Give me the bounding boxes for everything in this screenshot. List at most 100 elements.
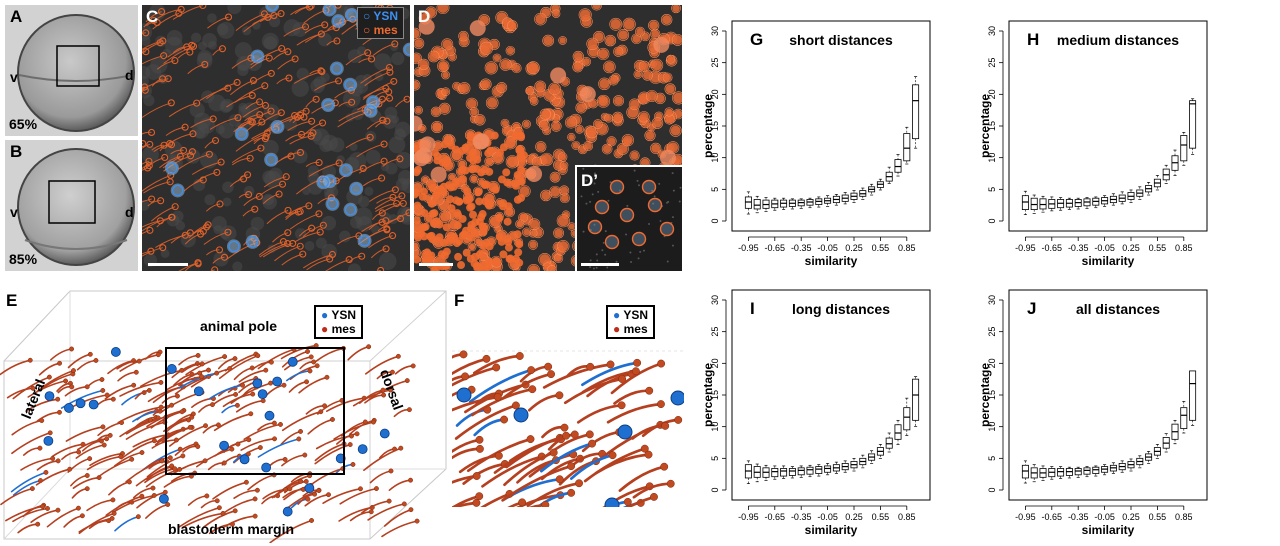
mes-sphere	[165, 502, 171, 507]
chart-title: long distances	[792, 301, 890, 317]
mes-sphere	[250, 391, 256, 397]
mes-nucleus	[180, 146, 188, 154]
x-tick-label: 0.25	[845, 512, 863, 522]
mes-nucleus	[415, 106, 422, 114]
mes-nucleus	[186, 48, 194, 56]
mes-nucleus	[519, 213, 527, 222]
mes-outline	[505, 155, 519, 169]
mes-track	[527, 393, 561, 412]
legend-c-ysn: ○ YSN	[363, 9, 398, 23]
mes-nucleus	[459, 175, 468, 184]
mes-nucleus	[665, 108, 673, 116]
mes-track	[326, 397, 365, 412]
mes-nucleus	[335, 159, 343, 167]
background-speck	[629, 251, 632, 254]
mes-track	[172, 5, 203, 20]
mes-track	[395, 98, 408, 108]
mes-sphere	[586, 362, 595, 371]
background-speck	[593, 223, 596, 226]
mes-track	[142, 51, 146, 54]
mes-nucleus	[287, 152, 295, 160]
y-axis-label: percentage	[701, 363, 715, 427]
mes-nucleus	[523, 120, 530, 128]
mes-nucleus	[609, 76, 618, 85]
mes-sphere	[63, 378, 69, 384]
mes-sphere	[644, 450, 653, 459]
mes-nucleus	[555, 254, 563, 262]
mes-sphere	[666, 479, 675, 488]
inset-nucleus	[648, 198, 662, 212]
mes-sphere	[316, 488, 322, 494]
ysn-track	[208, 384, 244, 400]
mes-track	[613, 389, 651, 405]
mes-nucleus	[427, 231, 436, 240]
mes-sphere	[151, 438, 157, 444]
box--0.15	[815, 464, 823, 477]
ysn-sphere	[264, 410, 275, 421]
ysn-nucleus	[414, 150, 430, 167]
mes-nucleus	[405, 209, 410, 217]
mes-track	[165, 375, 203, 392]
ysn-sphere-icon: ●	[321, 308, 329, 322]
mes-track	[304, 122, 323, 135]
mes-track	[167, 44, 192, 58]
y-tick-label: 30	[987, 295, 997, 305]
inset-nucleus	[632, 232, 646, 246]
mes-nucleus	[506, 156, 518, 168]
mes-track	[242, 208, 255, 217]
mes-outline	[480, 78, 492, 90]
mes-track	[462, 462, 507, 485]
background-speck	[671, 244, 674, 247]
mes-outline	[617, 29, 630, 41]
mes-nucleus	[663, 73, 672, 82]
mes-sphere	[29, 486, 35, 492]
mes-sphere	[661, 421, 670, 430]
mes-nucleus	[379, 116, 387, 124]
mes-nucleus	[498, 202, 507, 211]
box-0.95	[1189, 370, 1197, 426]
y-tick-label: 20	[710, 358, 720, 368]
mes-nucleus	[422, 256, 431, 265]
mes-nucleus	[490, 131, 499, 140]
mes-sphere	[657, 359, 666, 368]
y-tick-label: 25	[987, 58, 997, 68]
x-axis-label: similarity	[1082, 254, 1135, 268]
mes-track	[63, 515, 84, 528]
mes-outline	[662, 72, 673, 83]
ysn-sphere	[513, 407, 529, 423]
mes-track	[17, 523, 39, 534]
mes-sphere	[388, 468, 394, 474]
mes-track	[358, 160, 385, 174]
mes-outline	[522, 119, 531, 129]
mes-track	[140, 369, 183, 388]
box-iqr	[806, 466, 814, 475]
mes-outline	[601, 143, 613, 155]
mes-track	[231, 57, 252, 69]
mes-nucleus	[159, 244, 167, 252]
background-speck	[604, 230, 607, 233]
ysn-nucleus	[265, 5, 280, 13]
mes-nucleus	[316, 228, 324, 236]
mes-nucleus	[440, 238, 449, 247]
mes-track	[38, 362, 61, 376]
ysn-ring	[358, 235, 371, 247]
mes-nucleus	[265, 54, 273, 62]
legend-e-mes: ● mes	[321, 322, 356, 336]
mes-outline	[672, 91, 682, 105]
mes-nucleus	[420, 209, 429, 218]
background-speck	[585, 179, 588, 182]
mes-nucleus	[296, 207, 304, 216]
mes-nucleus	[245, 191, 253, 199]
inset-nucleus	[610, 180, 624, 194]
ysn-ring	[265, 154, 277, 166]
x-tick-label: -0.95	[1015, 512, 1036, 522]
mes-track	[170, 460, 206, 476]
box-iqr	[1030, 197, 1038, 210]
mes-nucleus	[442, 39, 453, 50]
mes-nucleus	[461, 143, 470, 152]
mes-sphere	[617, 401, 626, 410]
mes-outline	[645, 90, 658, 102]
mes-nucleus	[189, 130, 197, 138]
mes-sphere	[243, 479, 249, 485]
